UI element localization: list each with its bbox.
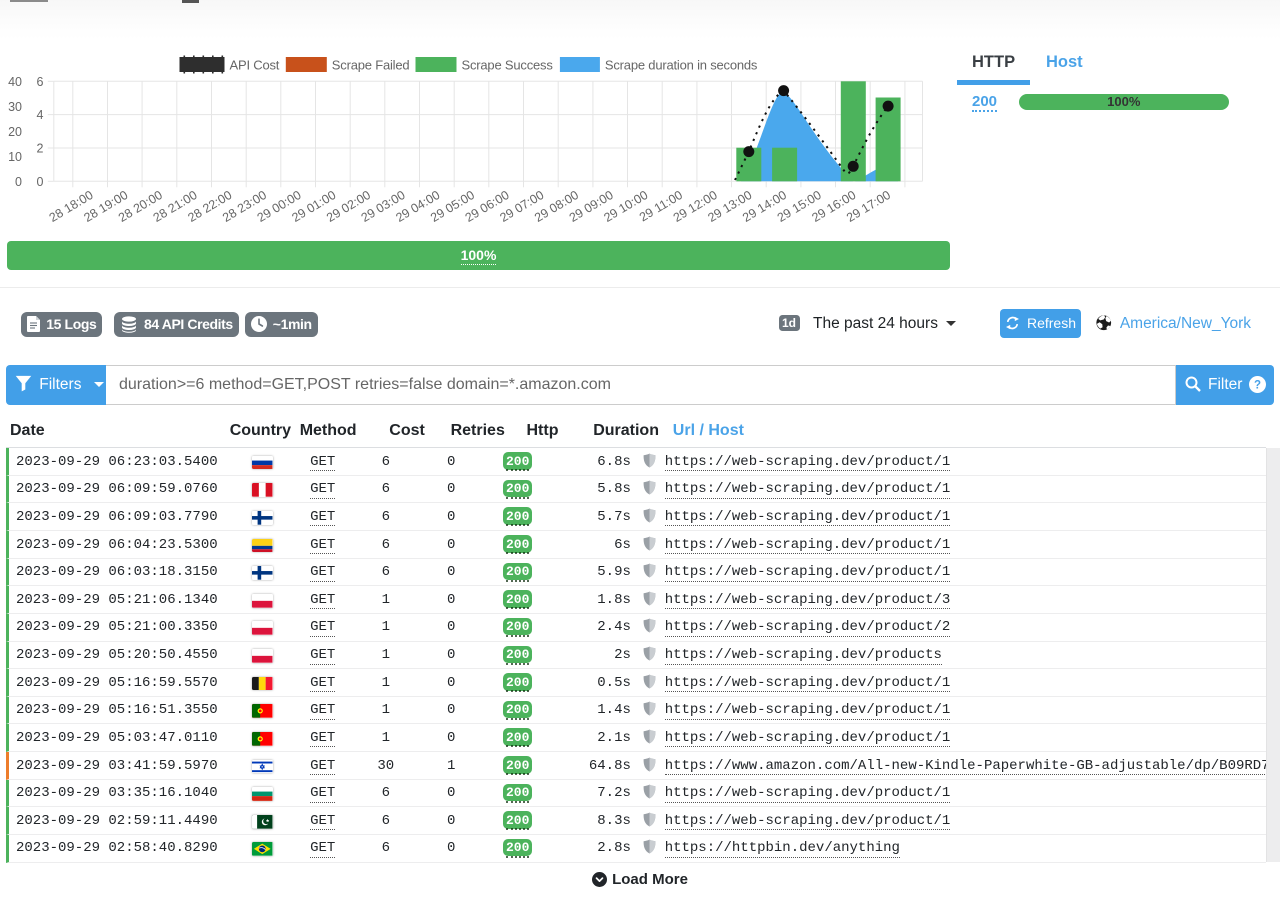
svg-text:0: 0 [37,175,44,189]
svg-text:4: 4 [37,108,44,122]
svg-text:40: 40 [8,75,22,89]
svg-text:30: 30 [8,100,22,114]
svg-text:Scrape duration in seconds: Scrape duration in seconds [605,58,758,73]
svg-text:10: 10 [8,150,22,164]
svg-text:0: 0 [15,175,22,189]
svg-text:2: 2 [37,142,44,156]
svg-text:API Cost: API Cost [230,58,280,73]
svg-text:?: ? [1254,379,1261,391]
svg-text:20: 20 [8,125,22,139]
svg-text:Scrape Failed: Scrape Failed [332,58,410,73]
svg-text:Scrape Success: Scrape Success [462,58,554,73]
svg-text:6: 6 [37,75,44,89]
